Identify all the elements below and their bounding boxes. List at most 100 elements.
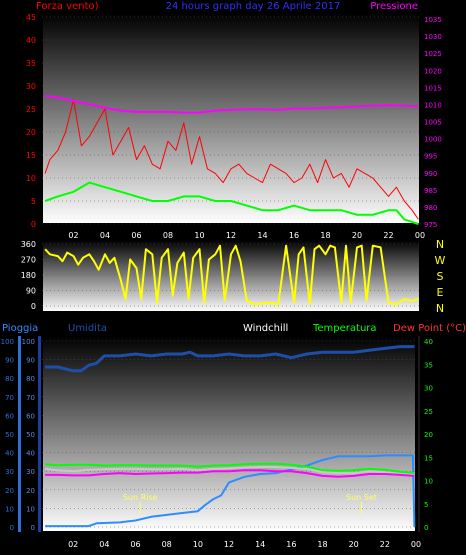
series-line-temperatura (45, 462, 415, 475)
x-tick-label: 14 (257, 231, 267, 240)
humidity-axis-tick-label: 100 (22, 338, 35, 346)
wind-direction-plot-area (42, 240, 420, 312)
pressure-axis-tick-label: 1035 (424, 16, 442, 24)
direction-axis-tick-label: 90 (26, 287, 36, 296)
compass-label: S (437, 270, 444, 283)
wind-axis-tick-label: 0 (31, 220, 36, 229)
wind-axis-tick-label: 40 (26, 36, 36, 45)
rain-axis-bar (18, 336, 21, 532)
series-line-forza-vento- (44, 99, 419, 220)
pressure-axis-tick-label: 1000 (424, 136, 442, 144)
x-tick-label: 12 (224, 540, 234, 549)
rain-axis-tick-label: 30 (5, 468, 14, 476)
series-line-wind-direction (44, 244, 419, 306)
x-tick-label: 02 (68, 231, 78, 240)
rain-axis-tick-label: 40 (5, 450, 14, 458)
pressure-axis-tick-label: 1010 (424, 101, 442, 109)
wind-axis-tick-label: 5 (31, 197, 36, 206)
wind-axis-tick-label: 45 (26, 13, 36, 22)
temperature-axis-tick-label: 25 (424, 408, 433, 416)
rain-axis-tick-label: 70 (5, 394, 14, 402)
compass-label: W (435, 254, 446, 267)
x-tick-label: 14 (255, 540, 265, 549)
temperature-axis-tick-label: 15 (424, 454, 433, 462)
x-tick-label: 10 (194, 231, 204, 240)
series-line-forza-vento-media- (44, 181, 419, 225)
legend-entry: Temperatura (312, 323, 377, 334)
compass-label: N (436, 238, 444, 251)
series-line-umidita (45, 345, 415, 373)
x-tick-label: 06 (131, 231, 141, 240)
temp-axis-bar (418, 336, 420, 532)
pressure-axis-tick-label: 975 (424, 221, 437, 229)
rain-axis-tick-label: 20 (5, 487, 14, 495)
pressure-axis-tick-label: 1030 (424, 33, 442, 41)
x-tick-label: 10 (193, 540, 203, 549)
x-tick-label: 16 (289, 231, 299, 240)
compass-label: N (436, 302, 444, 315)
legend-entry: Umidita (68, 323, 107, 334)
rain-axis-tick-label: 0 (10, 524, 14, 532)
x-tick-label: 08 (163, 231, 173, 240)
series-line-windchill (44, 466, 415, 476)
wind-axis-tick-label: 15 (26, 151, 36, 160)
x-tick-label: 20 (349, 540, 359, 549)
x-tick-label: 04 (99, 540, 109, 549)
wind-pressure-plot-area (42, 13, 420, 224)
wind-pressure-plot-area-border (42, 13, 420, 224)
pressure-axis-tick-label: 1005 (424, 119, 442, 127)
humidity-axis-bar (38, 336, 41, 532)
x-tick-label: 02 (68, 540, 78, 549)
x-tick-label: 12 (226, 231, 236, 240)
wind-axis-title: Forza vento) (36, 1, 99, 12)
temperature-axis-tick-label: 20 (424, 431, 433, 439)
humidity-axis-tick-label: 60 (26, 412, 35, 420)
temperature-axis-tick-label: 0 (424, 524, 428, 532)
temperature-humidity-plot-area (42, 336, 416, 532)
x-tick-label: 16 (286, 540, 296, 549)
sun-annotation: Sun Set (346, 493, 377, 502)
x-tick-label: 04 (100, 231, 110, 240)
temperature-axis-tick-label: 40 (424, 338, 433, 346)
x-tick-label: 22 (380, 540, 390, 549)
legend-entry: Dew Point (°C) (393, 323, 466, 334)
humidity-axis-tick-label: 90 (26, 357, 35, 365)
series-line-dew-point-c- (45, 469, 415, 478)
x-tick-label: 22 (383, 231, 393, 240)
wind-axis-tick-label: 10 (26, 174, 36, 183)
direction-axis-tick-label: 360 (21, 240, 36, 249)
wind-axis-tick-label: 30 (26, 82, 36, 91)
temperature-axis-tick-label: 30 (424, 385, 433, 393)
direction-axis-tick-label: 270 (21, 256, 36, 265)
series-line-pioggia (45, 454, 416, 528)
pressure-axis-tick-label: 985 (424, 187, 437, 195)
wind-direction-plot-area-border (42, 240, 420, 312)
rain-axis-tick-label: 10 (5, 505, 14, 513)
temperature-axis-tick-label: 35 (424, 361, 433, 369)
temperature-axis-tick-label: 10 (424, 478, 433, 486)
direction-axis-tick-label: 0 (31, 302, 36, 311)
series-line-pressione (44, 94, 419, 114)
wind-axis-tick-label: 20 (26, 128, 36, 137)
rain-axis-tick-label: 100 (1, 338, 14, 346)
pressure-axis-tick-label: 980 (424, 204, 437, 212)
humidity-axis-tick-label: 70 (26, 394, 35, 402)
chart-title: 24 hours graph day 26 Aprile 2017 (166, 1, 341, 12)
humidity-axis-tick-label: 20 (26, 487, 35, 495)
rain-axis-tick-label: 60 (5, 412, 14, 420)
x-tick-label: 18 (317, 540, 327, 549)
pressure-axis-tick-label: 1015 (424, 84, 442, 92)
pressure-axis-tick-label: 1025 (424, 50, 442, 58)
temperature-axis-tick-label: 5 (424, 501, 428, 509)
rain-axis-tick-label: 50 (5, 431, 14, 439)
legend-entry: Windchill (243, 323, 288, 334)
humidity-axis-tick-label: 40 (26, 450, 35, 458)
sun-annotation: Sun Rise (123, 493, 158, 502)
compass-label: E (437, 286, 444, 299)
pressure-axis-tick-label: 995 (424, 153, 437, 161)
x-tick-label: 00 (411, 540, 421, 549)
rain-axis-tick-label: 90 (5, 357, 14, 365)
rain-axis-tick-label: 80 (5, 375, 14, 383)
